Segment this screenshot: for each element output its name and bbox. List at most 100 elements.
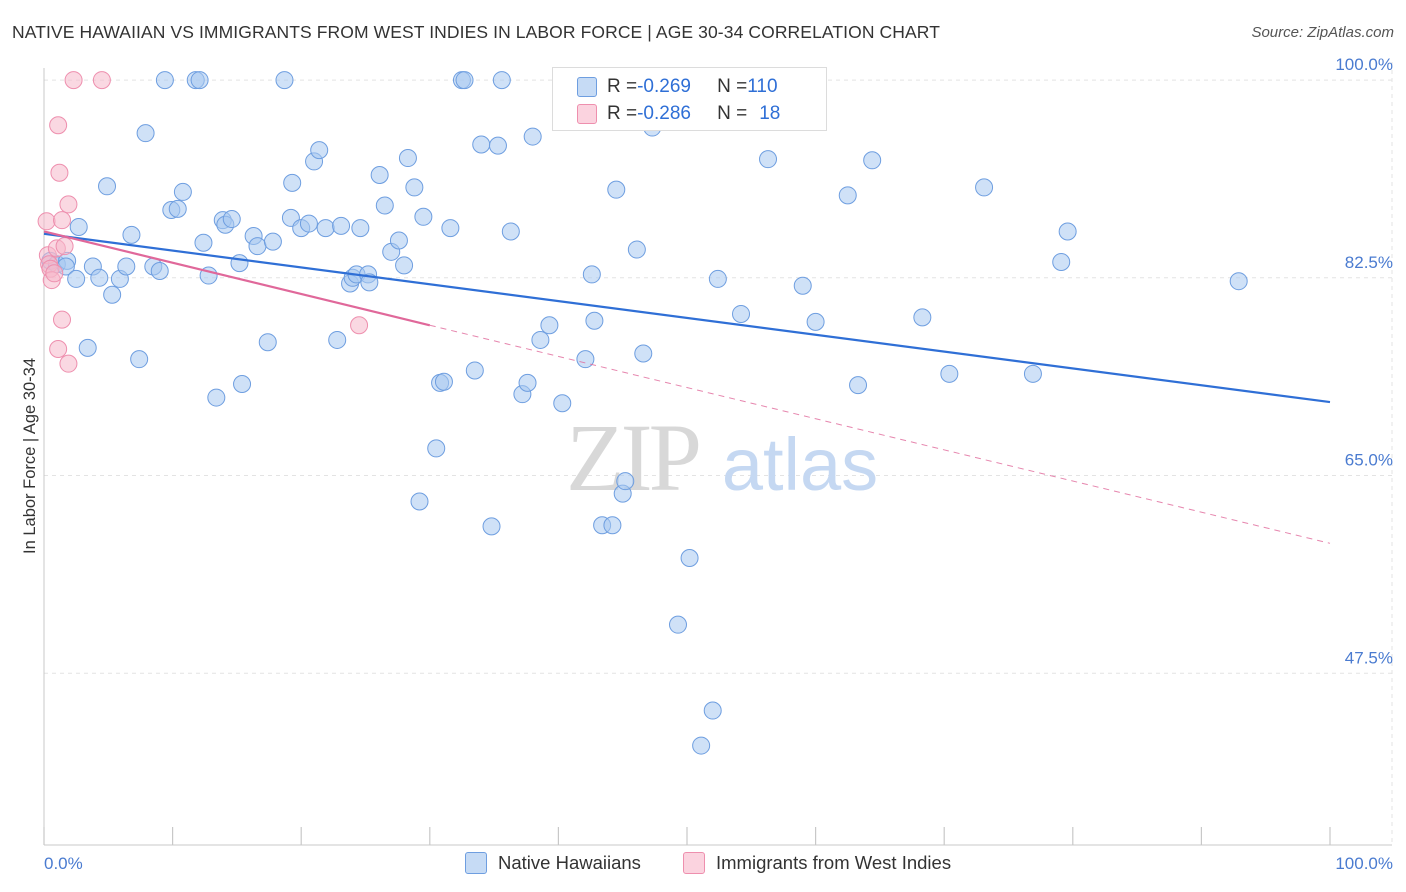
data-point-native-hawaiians	[838, 186, 857, 205]
legend-swatch-pink	[683, 852, 705, 874]
data-point-native-hawaiians	[136, 124, 155, 143]
data-point-native-hawaiians	[310, 141, 329, 160]
data-point-native-hawaiians	[627, 240, 646, 259]
data-point-native-hawaiians	[793, 276, 812, 295]
data-point-native-hawaiians	[117, 257, 136, 276]
trend-line-immigrants-west-indies-extension	[429, 324, 1331, 544]
data-point-native-hawaiians	[328, 330, 347, 349]
data-point-native-hawaiians	[913, 308, 932, 327]
y-tick-label: 65.0%	[1345, 451, 1393, 470]
data-point-native-hawaiians	[607, 180, 626, 199]
data-point-native-hawaiians	[1229, 272, 1248, 291]
data-point-native-hawaiians	[332, 216, 351, 235]
data-point-native-hawaiians	[616, 472, 635, 491]
data-point-native-hawaiians	[540, 316, 559, 335]
data-point-native-hawaiians	[90, 268, 109, 287]
chart-title: NATIVE HAWAIIAN VS IMMIGRANTS FROM WEST …	[12, 22, 940, 42]
legend-swatch-blue	[577, 77, 597, 97]
data-point-native-hawaiians	[299, 214, 318, 233]
data-point-immigrants-west-indies	[64, 71, 83, 90]
data-point-native-hawaiians	[975, 178, 994, 197]
data-point-native-hawaiians	[472, 135, 491, 154]
n-label: N =	[717, 76, 748, 97]
watermark-zip: ZIP	[566, 404, 699, 511]
watermark-atlas: atlas	[722, 423, 878, 506]
data-point-immigrants-west-indies	[55, 237, 74, 256]
data-point-native-hawaiians	[576, 350, 595, 369]
data-point-native-hawaiians	[398, 149, 417, 168]
data-point-native-hawaiians	[168, 199, 187, 218]
series-native-hawaiians	[41, 71, 1248, 755]
legend-swatch-pink	[577, 104, 597, 124]
data-point-native-hawaiians	[708, 269, 727, 288]
data-point-native-hawaiians	[258, 333, 277, 352]
data-point-native-hawaiians	[455, 71, 474, 90]
tick-labels: 100.0% 82.5% 65.0% 47.5% 0.0% 100.0%	[44, 55, 1393, 873]
grid	[44, 62, 1393, 845]
legend-label: Native Hawaiians	[498, 852, 641, 873]
data-point-native-hawaiians	[1058, 222, 1077, 241]
watermark: ZIP atlas	[566, 404, 878, 511]
data-point-native-hawaiians	[427, 439, 446, 458]
legend-item-immigrants-west-indies: Immigrants from West Indies	[683, 852, 951, 874]
data-point-immigrants-west-indies	[59, 354, 78, 373]
data-point-native-hawaiians	[501, 222, 520, 241]
data-point-native-hawaiians	[130, 350, 149, 369]
data-point-immigrants-west-indies	[37, 212, 56, 231]
data-point-native-hawaiians	[940, 364, 959, 383]
data-point-native-hawaiians	[488, 136, 507, 155]
data-point-immigrants-west-indies	[49, 116, 68, 135]
y-axis-label: In Labor Force | Age 30-34	[21, 358, 39, 554]
trend-line-native-hawaiians	[43, 232, 1331, 404]
data-point-native-hawaiians	[173, 182, 192, 201]
n-value: 18	[759, 103, 781, 124]
data-point-native-hawaiians	[395, 256, 414, 275]
data-point-native-hawaiians	[759, 150, 778, 169]
data-point-immigrants-west-indies	[50, 163, 69, 182]
data-point-native-hawaiians	[523, 127, 542, 146]
data-point-native-hawaiians	[703, 701, 722, 720]
data-point-native-hawaiians	[389, 231, 408, 250]
data-point-native-hawaiians	[434, 372, 453, 391]
data-point-native-hawaiians	[553, 394, 572, 413]
data-point-native-hawaiians	[316, 219, 335, 238]
data-point-native-hawaiians	[351, 219, 370, 238]
data-point-native-hawaiians	[482, 517, 501, 536]
data-point-native-hawaiians	[375, 196, 394, 215]
data-point-native-hawaiians	[122, 225, 141, 244]
r-value: -0.269	[637, 76, 691, 97]
data-point-native-hawaiians	[585, 311, 604, 330]
axes	[43, 68, 1392, 846]
data-point-native-hawaiians	[275, 71, 294, 90]
data-point-native-hawaiians	[360, 273, 379, 292]
data-point-immigrants-west-indies	[350, 316, 369, 335]
legend-label: Immigrants from West Indies	[716, 852, 952, 873]
data-point-native-hawaiians	[248, 237, 267, 256]
data-point-native-hawaiians	[233, 375, 252, 394]
data-point-native-hawaiians	[1023, 364, 1042, 383]
data-point-native-hawaiians	[207, 388, 226, 407]
data-point-native-hawaiians	[668, 615, 687, 634]
data-point-native-hawaiians	[150, 262, 169, 281]
data-point-immigrants-west-indies	[53, 211, 72, 230]
data-point-native-hawaiians	[194, 233, 213, 252]
data-point-immigrants-west-indies	[53, 310, 72, 329]
data-point-native-hawaiians	[410, 492, 429, 511]
y-tick-label: 82.5%	[1345, 253, 1393, 272]
y-tick-label: 47.5%	[1345, 648, 1393, 667]
n-label: N =	[717, 103, 748, 124]
data-point-native-hawaiians	[518, 373, 537, 392]
data-point-native-hawaiians	[190, 71, 209, 90]
trend-line-immigrants-west-indies	[43, 230, 431, 327]
data-point-native-hawaiians	[370, 165, 389, 184]
data-point-native-hawaiians	[492, 71, 511, 90]
data-point-native-hawaiians	[680, 549, 699, 568]
x-tick-label: 100.0%	[1335, 854, 1393, 873]
data-point-native-hawaiians	[1052, 252, 1071, 271]
data-point-native-hawaiians	[465, 361, 484, 380]
data-point-native-hawaiians	[732, 304, 751, 323]
data-point-native-hawaiians	[78, 338, 97, 357]
data-point-immigrants-west-indies	[45, 264, 64, 283]
series-immigrants-west-indies	[37, 71, 369, 373]
